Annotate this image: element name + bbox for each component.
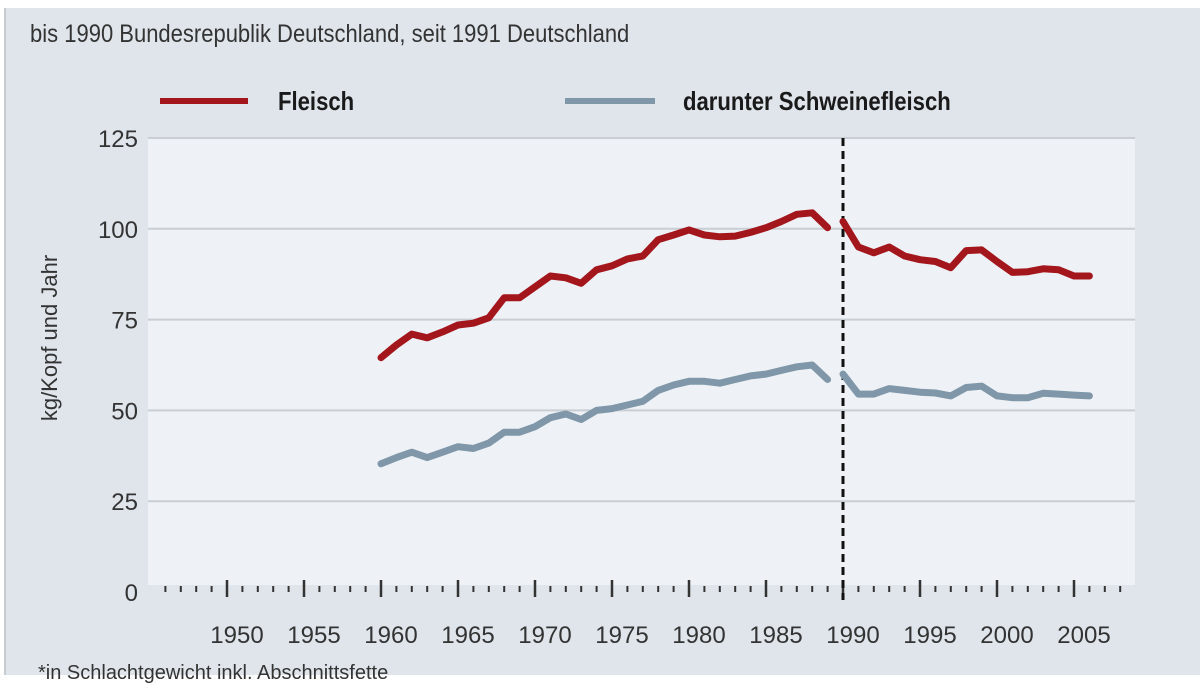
y-tick-label: 100 <box>98 217 138 244</box>
series-line-fleisch-bis-1989 <box>377 209 832 362</box>
series-line-schweinefleisch-ab-1990 <box>839 370 1093 402</box>
x-tick-label: 1995 <box>903 622 956 649</box>
legend-swatch-fleisch <box>160 98 248 104</box>
y-tick-label: 0 <box>125 580 138 607</box>
y-tick-label: 25 <box>111 489 138 516</box>
x-tick-label: 1965 <box>441 622 494 649</box>
x-tick-label: 1960 <box>364 622 417 649</box>
x-tick-label: 1955 <box>287 622 340 649</box>
y-tick-label: 125 <box>98 126 138 153</box>
legend-label-fleisch: Fleisch <box>278 86 355 116</box>
x-tick-label: 1985 <box>749 622 802 649</box>
x-tick-label: 2000 <box>980 622 1033 649</box>
legend-label-schweinefleisch: darunter Schweinefleisch <box>683 86 951 116</box>
legend-swatch-schweinefleisch <box>565 98 655 104</box>
y-tick-label: 50 <box>111 398 138 425</box>
y-tick-label: 75 <box>111 308 138 335</box>
series-line-fleisch-ab-1990 <box>839 218 1093 280</box>
x-tick-label: 1975 <box>595 622 648 649</box>
chart-subtitle: bis 1990 Bundesrepublik Deutschland, sei… <box>30 20 630 48</box>
x-tick-label: 1980 <box>672 622 725 649</box>
plot-area <box>148 138 1135 585</box>
x-tick-label: 1990 <box>826 622 879 649</box>
x-tick-label: 1950 <box>210 622 263 649</box>
series-line-schweinefleisch-bis-1989 <box>377 361 832 468</box>
x-tick-label: 2005 <box>1057 622 1110 649</box>
x-tick-label: 1970 <box>518 622 571 649</box>
